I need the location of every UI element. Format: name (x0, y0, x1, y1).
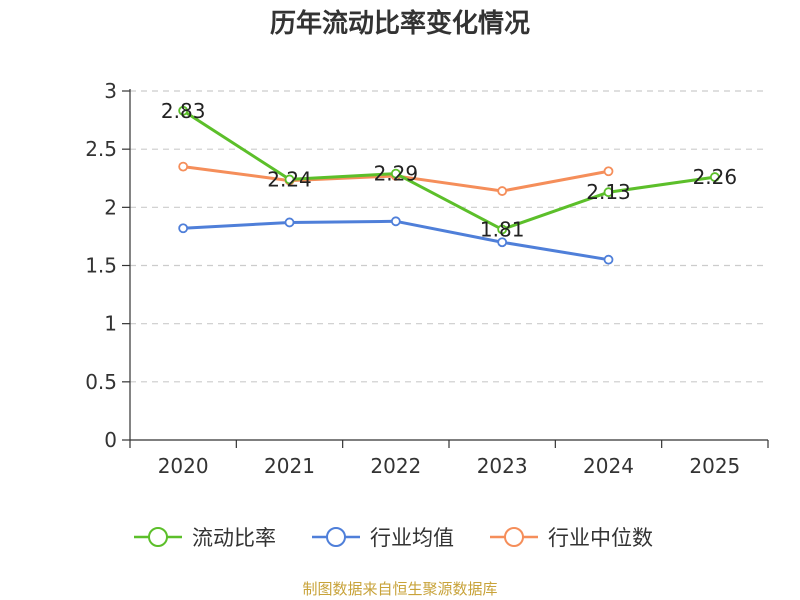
data-point (497, 237, 508, 248)
series-line (182, 109, 716, 231)
legend-marker (504, 527, 524, 547)
data-label: 2.24 (267, 167, 312, 191)
data-point (178, 105, 189, 116)
axis-layer: 0 0.5 1 1.5 2 2.5 3 2020 2021 2022 2023 2024 2025 (85, 79, 769, 478)
chart-title: 历年流动比率变化情况 (269, 9, 530, 39)
source-note: 制图数据来自恒生聚源数据库 (302, 580, 498, 598)
data-label: 2.26 (693, 165, 738, 189)
x-tick-label: 2023 (477, 454, 528, 478)
x-tick-label: 2025 (689, 454, 740, 478)
data-point (497, 186, 508, 196)
label-layer: 2.83 2.24 2.29 1.81 2.13 2.26 (161, 99, 737, 242)
y-tick-label: 1.5 (85, 254, 117, 278)
data-label: 2.29 (374, 162, 419, 186)
x-tick-label: 2022 (370, 454, 421, 478)
y-tick-label: 1 (104, 312, 117, 336)
grid-layer (130, 90, 768, 383)
series-layer (178, 105, 720, 265)
data-point (178, 161, 189, 172)
data-point (390, 216, 401, 227)
data-point (284, 217, 295, 228)
legend-marker (326, 527, 346, 547)
x-tick-label: 2021 (264, 454, 315, 478)
legend-marker (148, 527, 168, 547)
x-tick-label: 2024 (583, 454, 634, 478)
data-point (709, 172, 720, 182)
legend-label: 行业均值 (370, 526, 454, 550)
data-label: 1.81 (480, 217, 525, 241)
data-point (497, 224, 508, 235)
data-point (603, 254, 614, 265)
data-point (603, 187, 614, 198)
y-tick-label: 0.5 (85, 370, 117, 394)
series-line (183, 219, 609, 262)
legend: 流动比率 行业均值 行业中位数 (134, 526, 653, 550)
data-label: 2.13 (586, 180, 631, 204)
data-point (284, 174, 295, 185)
x-tick-label: 2020 (158, 454, 209, 478)
data-point (178, 223, 189, 234)
y-tick-label: 2 (104, 195, 117, 219)
legend-label: 流动比率 (192, 526, 276, 550)
legend-label: 行业中位数 (548, 526, 653, 550)
y-tick-label: 2.5 (85, 137, 117, 161)
data-point (603, 166, 614, 177)
y-tick-label: 0 (104, 428, 117, 452)
data-label: 2.83 (161, 99, 206, 123)
data-point (390, 168, 401, 179)
y-tick-label: 3 (104, 79, 117, 103)
